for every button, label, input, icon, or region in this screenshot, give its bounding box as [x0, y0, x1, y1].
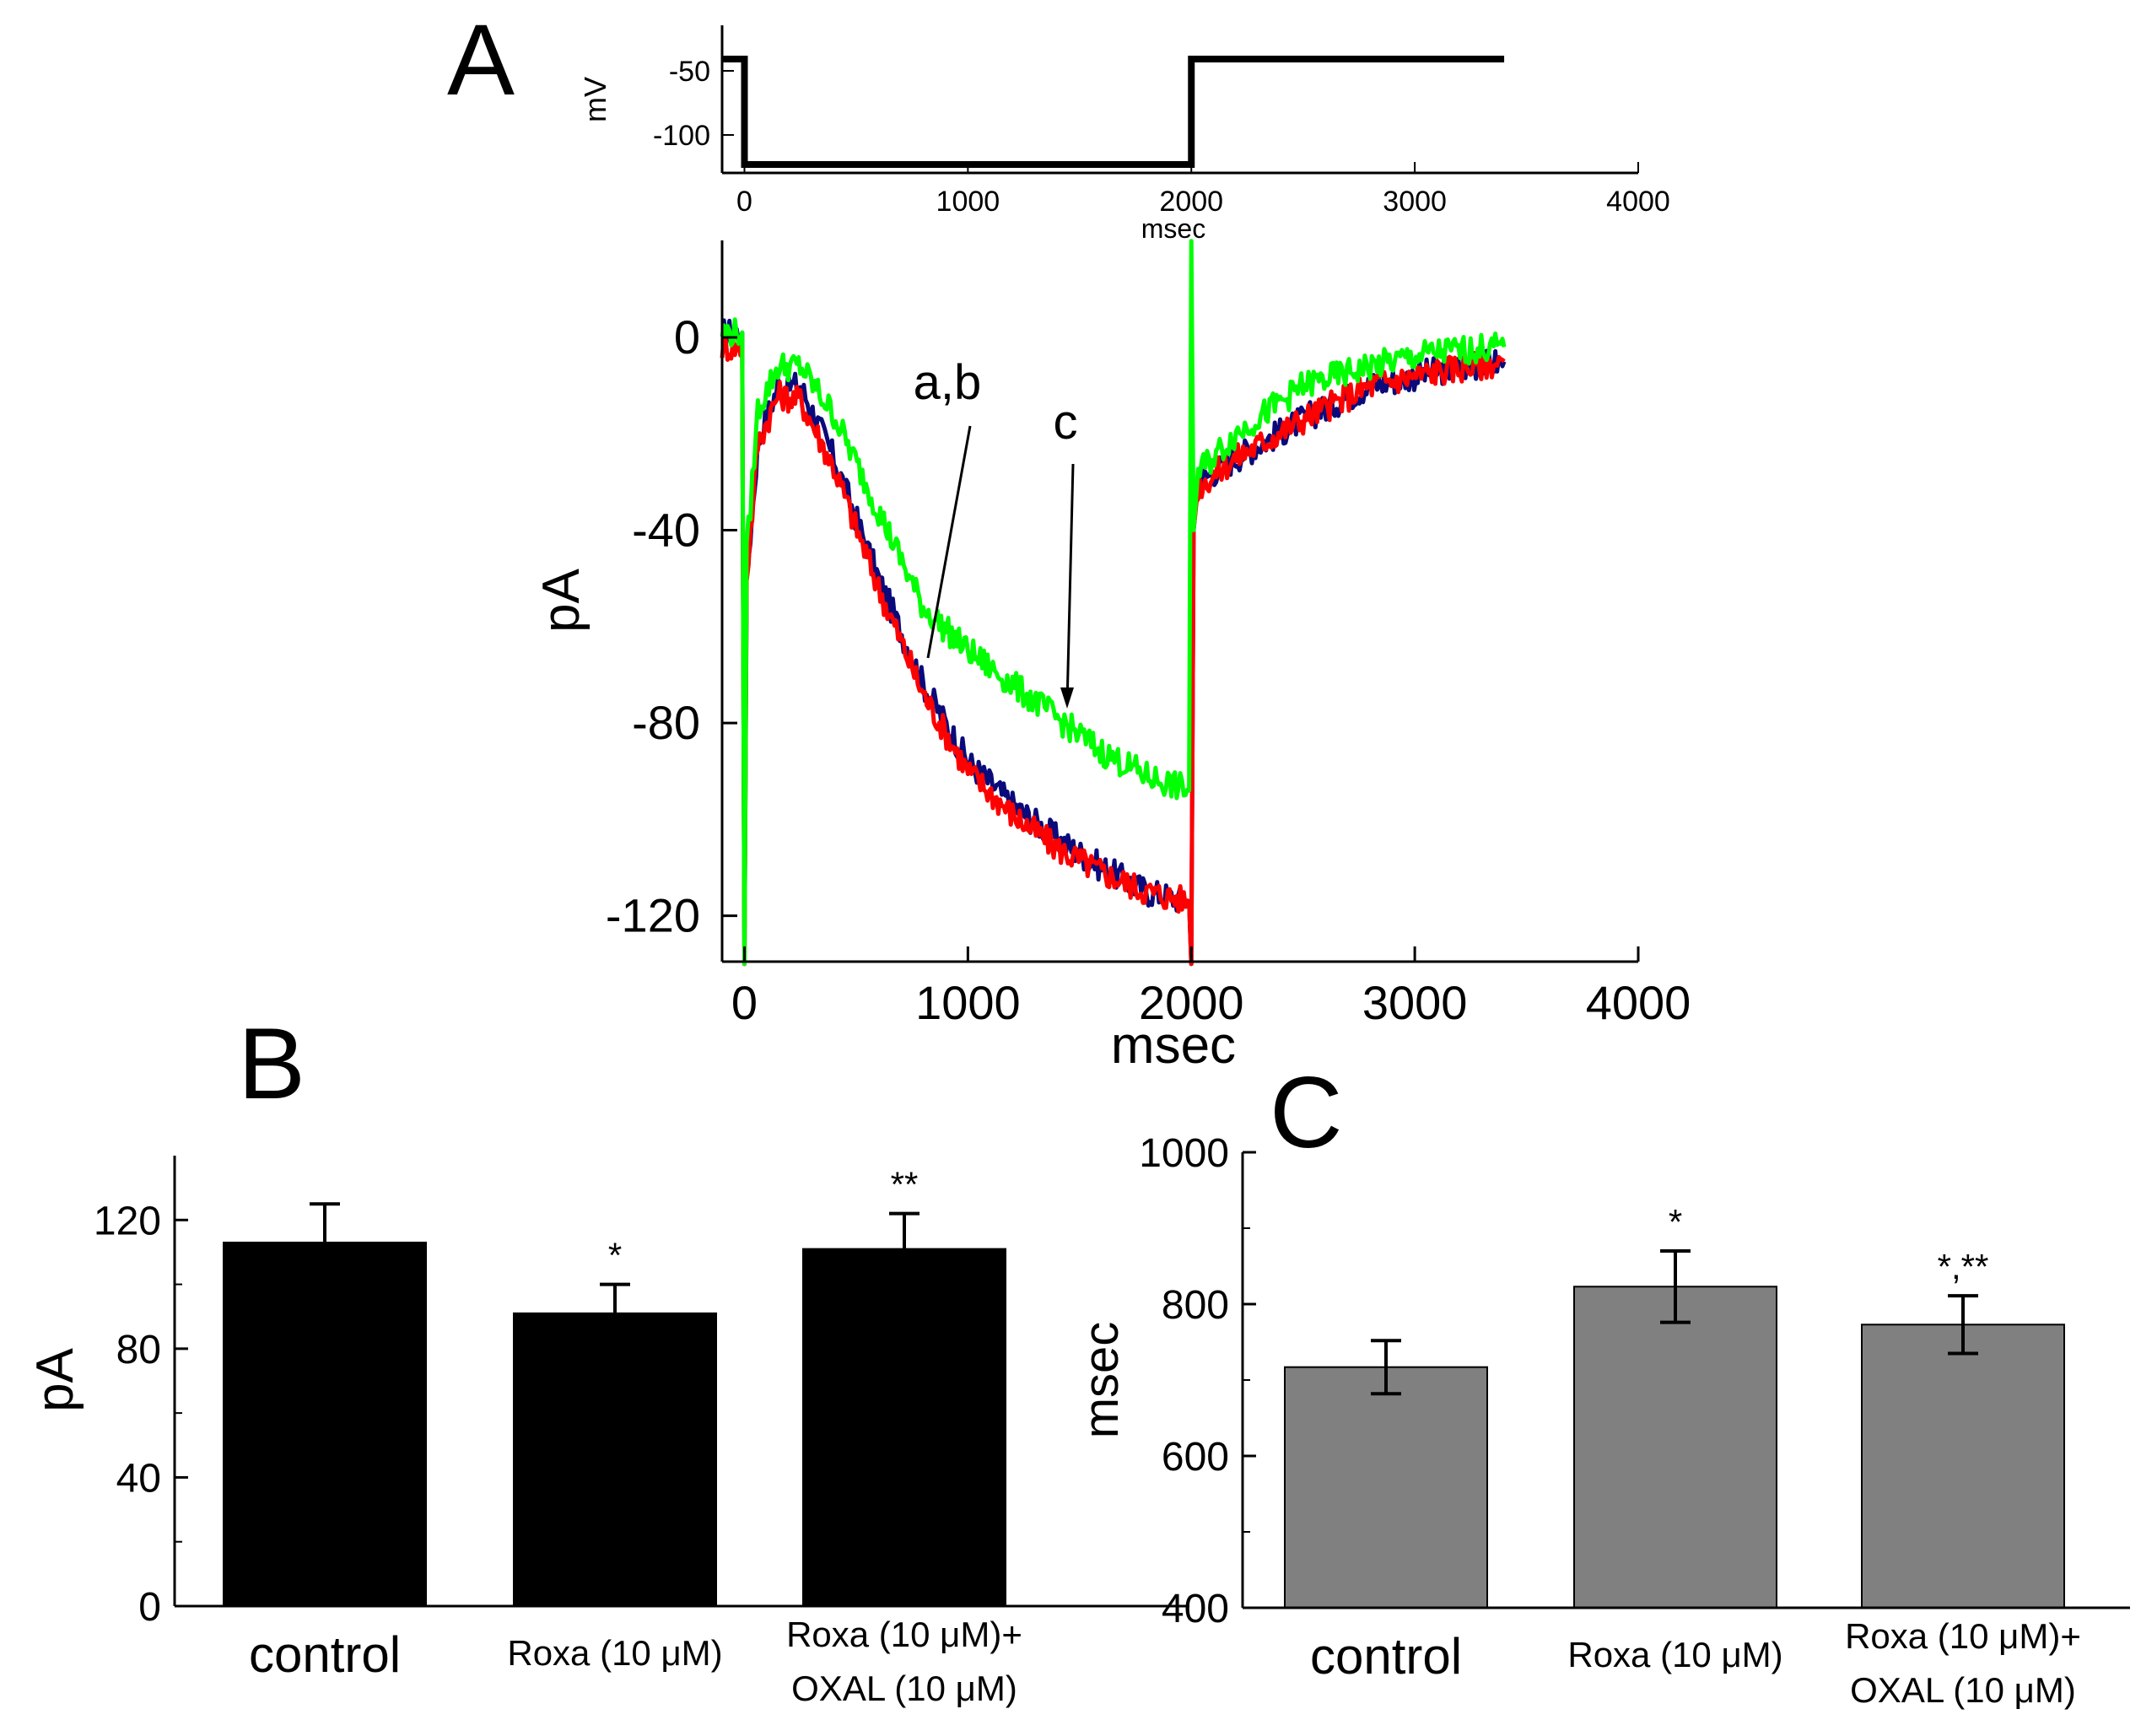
panel-label-c: C	[1270, 1056, 1343, 1169]
significance-marker: *	[608, 1236, 622, 1275]
ytick-label: 120	[94, 1199, 161, 1243]
current-xtick-label: 2000	[1139, 976, 1244, 1029]
current-ytick-label: -120	[606, 889, 700, 942]
current-ytick-label: -40	[632, 504, 700, 557]
ytick-label: 0	[138, 1585, 161, 1630]
protocol-xtick-label: 0	[736, 186, 752, 218]
category-label: Roxa (10 μM)+	[786, 1615, 1022, 1654]
current-ytick-label: 0	[674, 310, 700, 364]
ytick-label: 40	[116, 1456, 161, 1501]
protocol-voltage-trace	[722, 56, 1505, 168]
annotation-c-arrowhead	[1060, 687, 1074, 709]
bar-1	[1573, 1286, 1777, 1609]
bar-0	[223, 1241, 427, 1607]
annotation-ab-arrow	[926, 425, 972, 659]
panel-label-a: A	[447, 3, 515, 116]
c-y-label: msec	[1074, 1322, 1129, 1439]
significance-marker: *	[1669, 1202, 1682, 1242]
bar-chart-c: control * Roxa (10 μM) *,** Roxa (10 μM)+ OXA…	[1074, 1131, 2130, 1710]
category-label: Roxa (10 μM)	[507, 1633, 722, 1673]
trace-a	[720, 318, 1507, 967]
category-label: control	[249, 1626, 401, 1683]
protocol-xtick-label: 3000	[1383, 186, 1447, 218]
bar-2	[1861, 1324, 2065, 1609]
current-xtick-label: 1000	[915, 976, 1021, 1029]
panel-label-b: B	[238, 1007, 305, 1120]
ytick-label: 600	[1162, 1435, 1229, 1480]
significance-marker: *,**	[1938, 1247, 1989, 1286]
annotation-c: c	[1054, 395, 1078, 450]
bar-2	[802, 1248, 1006, 1607]
protocol-chart: 0 1000 2000 3000 4000 -50 -100 mV msec	[578, 25, 1670, 244]
current-xtick-label: 4000	[1586, 976, 1691, 1029]
ytick-label: 80	[116, 1328, 161, 1372]
annotation-c-arrow	[1065, 463, 1075, 705]
current-xtick-label: 3000	[1362, 976, 1468, 1029]
trace-b	[720, 335, 1506, 967]
ytick-label: 800	[1162, 1283, 1229, 1328]
category-label: OXAL (10 μM)	[791, 1669, 1017, 1708]
current-x-label: msec	[1111, 1016, 1236, 1075]
bar-1	[513, 1312, 717, 1608]
trace-c	[720, 239, 1507, 967]
category-label: OXAL (10 μM)	[1850, 1670, 2076, 1710]
protocol-xtick-label: 1000	[936, 186, 1000, 218]
protocol-ytick: -100	[653, 120, 710, 152]
ytick-label: 1000	[1139, 1131, 1229, 1176]
annotation-ab: a,b	[914, 355, 982, 410]
current-y-label: pA	[532, 568, 591, 632]
current-chart: 0 1000 2000 3000 4000 0 -40 -80 -120 pA msec a,…	[532, 239, 1691, 1075]
category-label: Roxa (10 μM)+	[1845, 1616, 2081, 1656]
protocol-x-label: msec	[1141, 213, 1205, 244]
significance-marker: **	[891, 1165, 919, 1205]
bar-chart-b: control * Roxa (10 μM) ** Roxa (10 μM)+ OXAL …	[26, 1156, 1189, 1708]
category-label: Roxa (10 μM)	[1567, 1635, 1782, 1674]
b-y-label: pA	[26, 1347, 84, 1411]
category-label: control	[1310, 1628, 1462, 1685]
protocol-y-label: mV	[578, 77, 612, 122]
bar-0	[1284, 1366, 1488, 1609]
protocol-xtick-label: 2000	[1159, 186, 1223, 218]
protocol-xtick-label: 4000	[1606, 186, 1670, 218]
current-ytick-label: -80	[632, 696, 700, 749]
ytick-label: 400	[1162, 1587, 1229, 1631]
current-xtick-label: 0	[731, 976, 758, 1029]
protocol-ytick: -50	[669, 56, 710, 88]
